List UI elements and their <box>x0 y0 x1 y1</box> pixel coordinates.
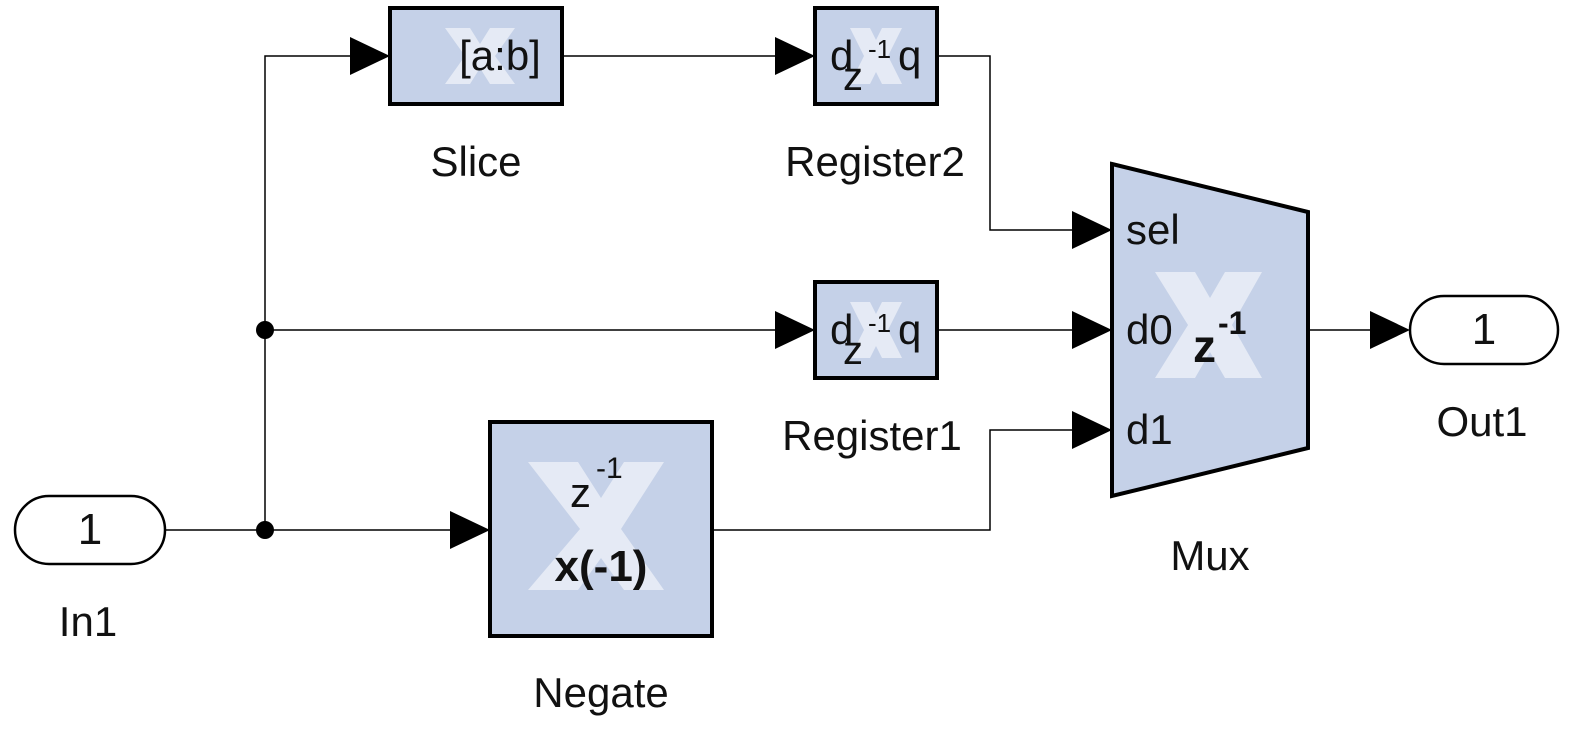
arrowhead-mux-sel <box>1072 211 1112 249</box>
slice-label: Slice <box>430 138 521 185</box>
arrowhead-slice-in <box>350 37 390 75</box>
wire-branch-vertical[interactable] <box>264 55 353 530</box>
negate-z: z <box>570 469 591 516</box>
mux-z: z <box>1193 320 1216 372</box>
register1-z: z <box>843 329 863 373</box>
signal-lines <box>165 55 1372 531</box>
register1-d: d <box>830 306 853 353</box>
mux-port-sel: sel <box>1126 206 1180 253</box>
arrowhead-register1-in <box>775 311 815 349</box>
register2-d: d <box>830 32 853 79</box>
outport-label: Out1 <box>1436 398 1527 445</box>
branch-point-bottom <box>256 521 274 539</box>
arrowhead-register2-in <box>775 37 815 75</box>
register2-block[interactable]: d z -1 q Register2 <box>785 6 965 185</box>
xilinx-logo-icon <box>445 28 515 84</box>
wire-negate-to-mux-d1[interactable] <box>712 429 1076 531</box>
register2-exp: -1 <box>868 34 891 64</box>
register2-label: Register2 <box>785 138 965 185</box>
mux-port-d0: d0 <box>1126 306 1173 353</box>
inport-in1[interactable]: 1 In1 <box>13 494 167 645</box>
xilinx-logo-icon <box>528 462 664 590</box>
negate-block[interactable]: z -1 x(-1) Negate <box>488 420 714 716</box>
register2-q: q <box>898 32 921 79</box>
arrowhead-mux-d1 <box>1072 411 1112 449</box>
arrowhead-mux-d0 <box>1072 311 1112 349</box>
mux-label: Mux <box>1170 532 1249 579</box>
negate-exp: -1 <box>596 452 623 485</box>
register1-label: Register1 <box>782 412 962 459</box>
outport-out1[interactable]: 1 Out1 <box>1408 294 1560 445</box>
xilinx-logo-icon <box>1155 272 1262 378</box>
outport-number: 1 <box>1472 305 1496 354</box>
slice-block[interactable]: [a:b] Slice <box>388 6 564 185</box>
xilinx-logo-icon <box>850 302 902 358</box>
register1-block[interactable]: d z -1 q Register1 <box>782 280 962 459</box>
inport-label: In1 <box>59 598 117 645</box>
arrowhead-out1-in <box>1370 311 1410 349</box>
register1-q: q <box>898 306 921 353</box>
mux-exp: -1 <box>1218 305 1246 341</box>
arrowhead-negate-in <box>450 511 490 549</box>
negate-label: Negate <box>533 669 668 716</box>
mux-block[interactable]: sel d0 d1 z -1 Mux <box>1110 161 1310 579</box>
xilinx-logo-icon <box>850 28 902 84</box>
branch-point-top <box>256 321 274 339</box>
arrowheads <box>350 37 1410 549</box>
register1-exp: -1 <box>868 308 891 338</box>
register2-z: z <box>843 55 863 99</box>
negate-expr: x(-1) <box>555 542 648 591</box>
inport-number: 1 <box>78 505 102 554</box>
wire-register2-to-mux-sel[interactable] <box>937 55 1076 231</box>
mux-port-d1: d1 <box>1126 406 1173 453</box>
slice-text: [a:b] <box>459 32 541 79</box>
